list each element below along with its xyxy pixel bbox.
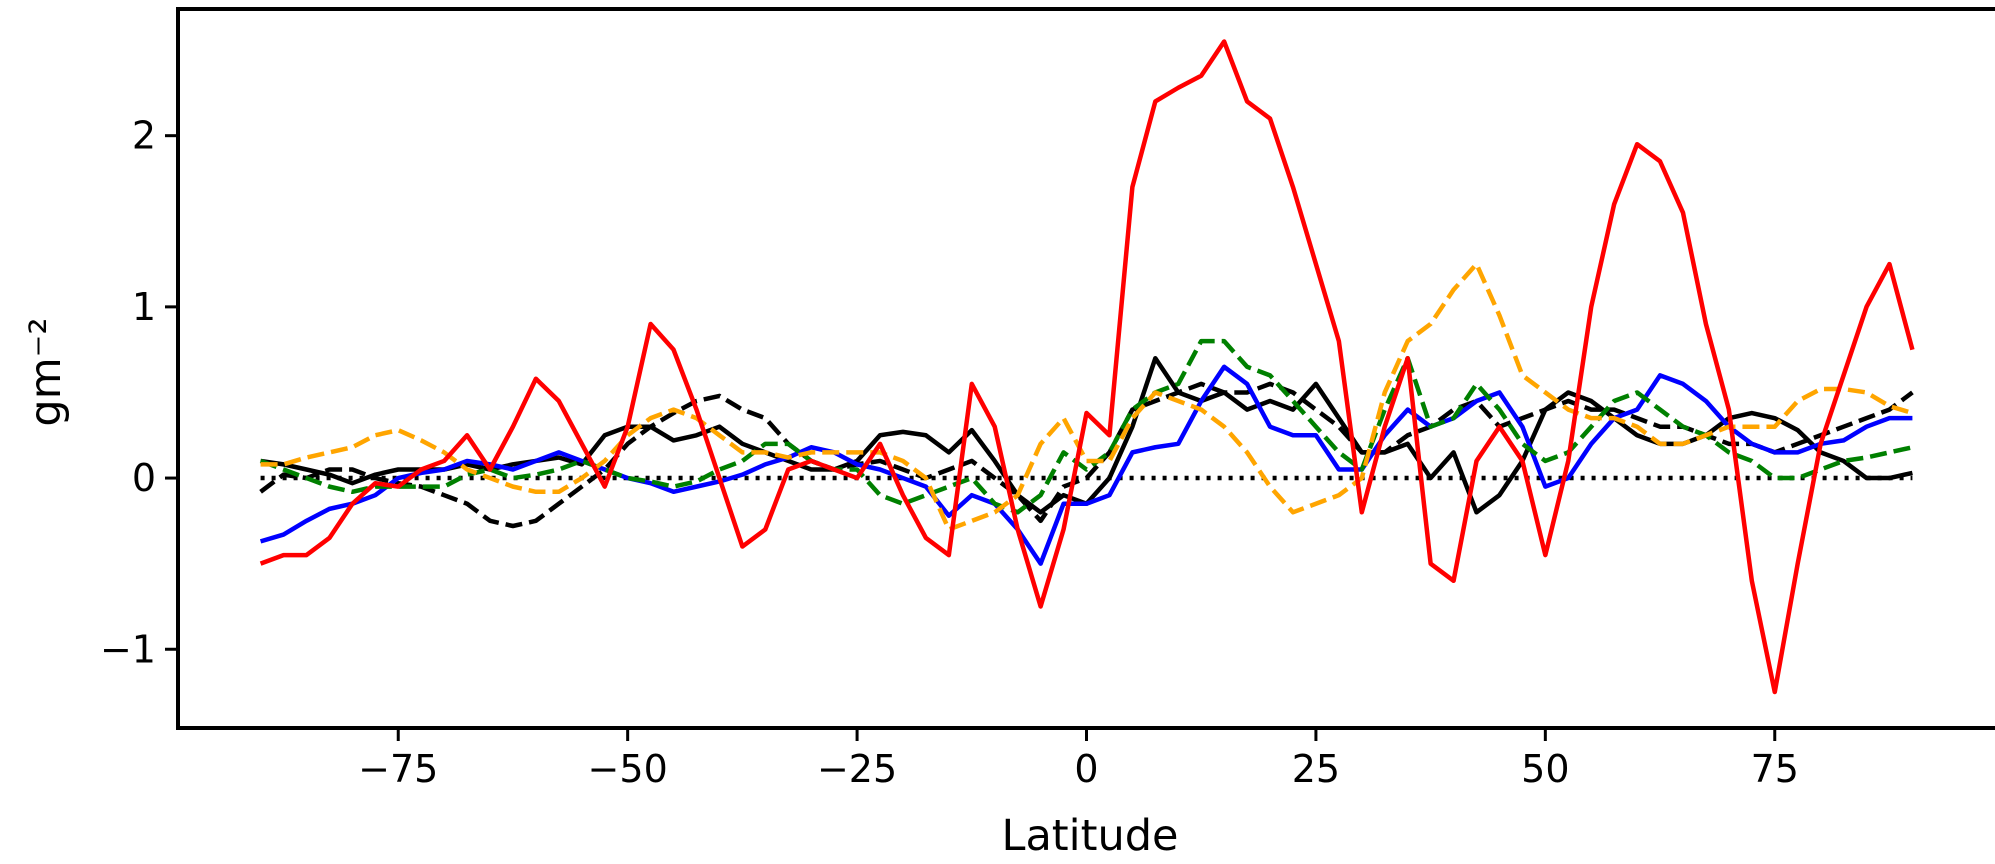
x-tick-label: 0	[1074, 747, 1098, 791]
x-tick-label: 75	[1751, 747, 1799, 791]
x-tick-label: 25	[1292, 747, 1340, 791]
series-line	[259, 381, 1914, 529]
x-axis-label: Latitude	[1002, 811, 1179, 861]
y-tick-label: 1	[132, 285, 156, 329]
series-line	[259, 364, 1913, 566]
y-tick-label: 2	[132, 114, 156, 158]
plot-area	[259, 39, 1915, 695]
y-tick-label: −1	[100, 627, 156, 671]
x-tick-label: −75	[358, 747, 438, 791]
x-tick-label: 50	[1521, 747, 1569, 791]
y-axis-label: gm⁻²	[21, 317, 71, 426]
x-tick-label: −25	[817, 747, 897, 791]
series-line	[259, 39, 1915, 695]
x-tick-label: −50	[588, 747, 668, 791]
series-line	[260, 261, 1914, 532]
series-line	[259, 338, 1913, 515]
y-tick-label: 0	[132, 456, 156, 500]
